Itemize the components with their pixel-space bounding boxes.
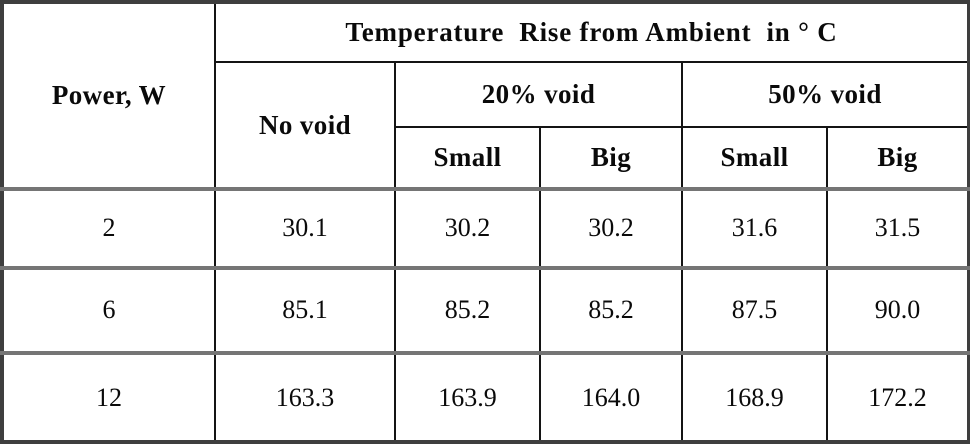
void-20-group-header: 20% void	[394, 61, 683, 128]
data-cell-20-small: 163.9	[394, 351, 541, 443]
data-cell-50-big: 90.0	[825, 265, 970, 355]
power-cell: 12	[1, 351, 216, 443]
data-cell-20-big: 30.2	[539, 187, 683, 269]
data-cell-50-big: 31.5	[825, 187, 970, 269]
data-cell-no-void: 85.1	[214, 265, 396, 355]
power-cell: 6	[1, 265, 216, 355]
data-cell-50-big: 172.2	[825, 351, 970, 443]
table-header: Power, W Temperature Rise from Ambient i…	[1, 1, 970, 190]
data-cell-20-small: 30.2	[394, 187, 541, 269]
table-row-power-2: 2 30.1 30.2 30.2 31.6 31.5	[1, 187, 970, 269]
header-row-groups: No void 20% void 50% void	[2, 61, 970, 190]
power-cell: 2	[1, 187, 216, 269]
data-cell-50-small: 168.9	[681, 351, 828, 443]
header-row-subcolumns: Small Big Small Big	[2, 126, 970, 190]
table-row-power-6: 6 85.1 85.2 85.2 87.5 90.0	[1, 265, 970, 355]
power-column-header: Power, W	[1, 1, 216, 190]
data-cell-20-big: 85.2	[539, 265, 683, 355]
void-50-small-header: Small	[681, 126, 828, 190]
no-void-column-header: No void	[214, 61, 396, 190]
table-row-power-12: 12 163.3 163.9 164.0 168.9 172.2	[1, 351, 970, 443]
data-cell-20-small: 85.2	[394, 265, 541, 355]
data-cell-no-void: 163.3	[214, 351, 396, 443]
void-50-group-header: 50% void	[680, 61, 970, 128]
data-cell-50-small: 31.6	[681, 187, 828, 269]
void-50-big-header: Big	[825, 126, 970, 190]
table-body: 2 30.1 30.2 30.2 31.6 31.5 6 85.1 85.2 8…	[1, 187, 970, 443]
header-row-title: Power, W Temperature Rise from Ambient i…	[1, 1, 970, 190]
void-20-small-header: Small	[394, 126, 541, 190]
data-cell-no-void: 30.1	[214, 187, 396, 269]
data-cell-50-small: 87.5	[681, 265, 828, 355]
void-20-big-header: Big	[539, 126, 683, 190]
data-cell-20-big: 164.0	[539, 351, 683, 443]
table-title: Temperature Rise from Ambient in ° C	[213, 1, 970, 63]
